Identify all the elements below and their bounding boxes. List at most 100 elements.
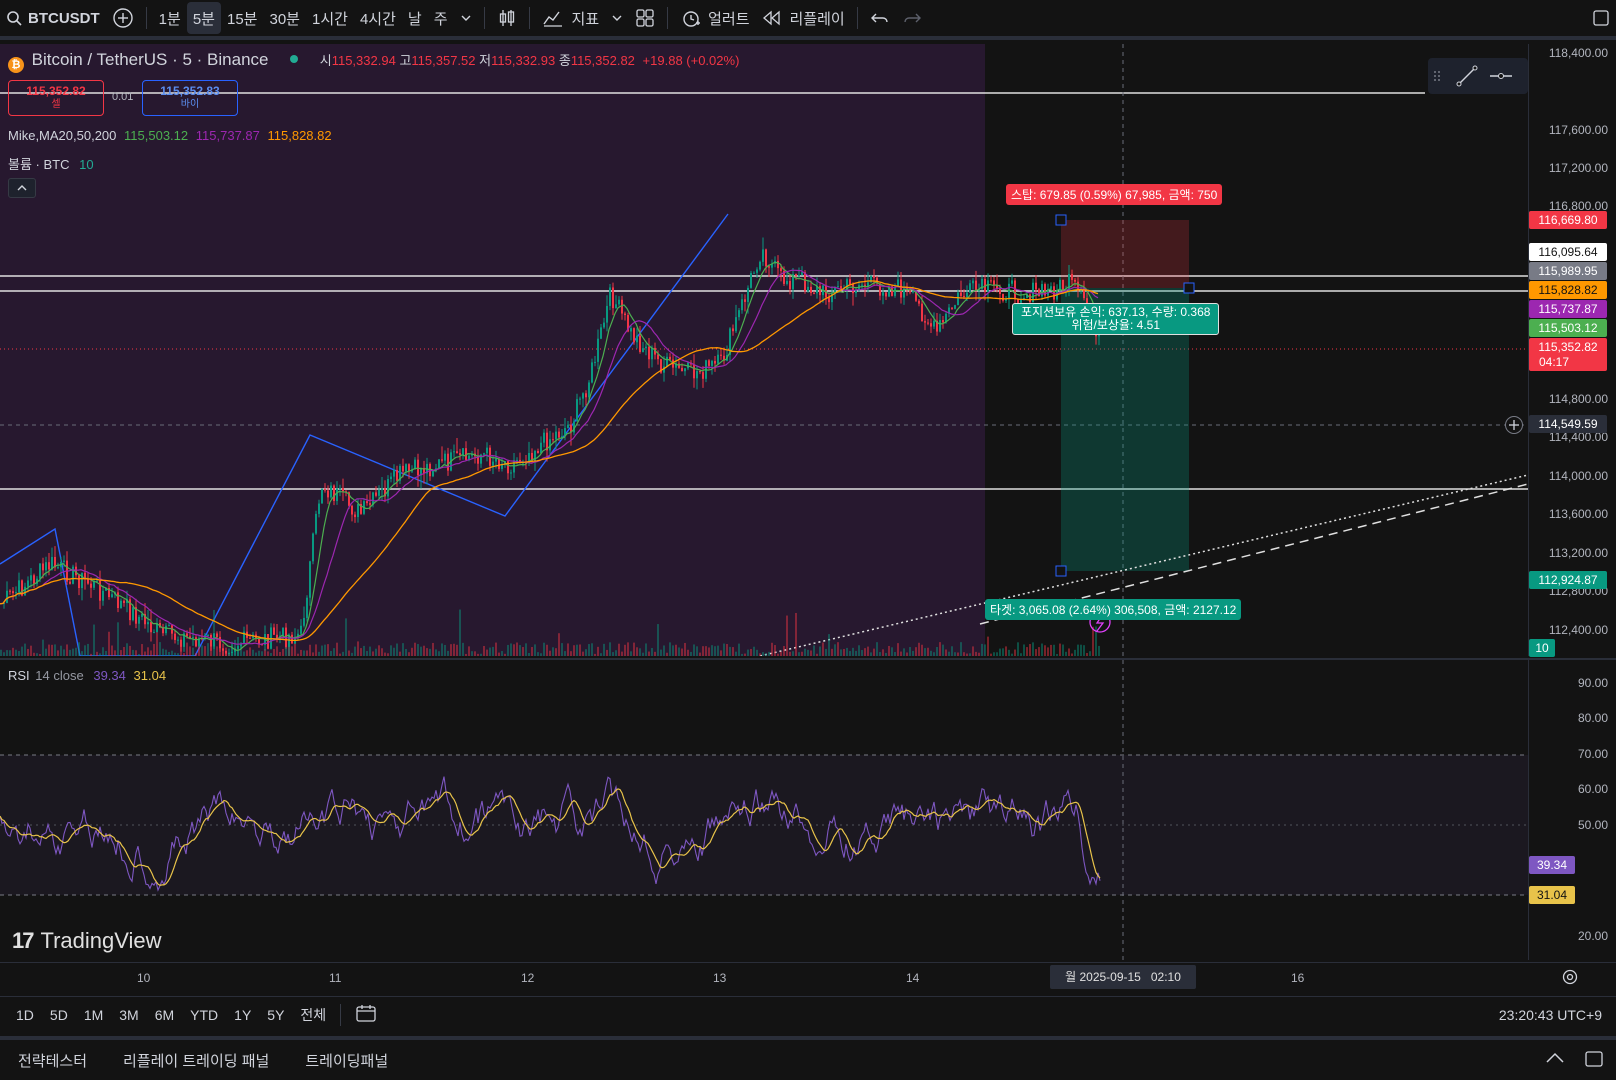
volume-bar: [630, 651, 632, 656]
volume-legend[interactable]: 볼륨 · BTC 10: [8, 154, 94, 173]
volume-bar: [807, 649, 809, 656]
symbol-title: Bitcoin / TetherUS · 5 · Binance: [31, 50, 269, 69]
candle-body: [465, 448, 467, 460]
candle-body: [138, 616, 140, 624]
candle-body: [870, 276, 872, 283]
ma20-line[interactable]: [0, 261, 1099, 652]
calendar-icon: [356, 1005, 376, 1022]
candle-body: [381, 488, 383, 491]
price-axis[interactable]: 118,400.00 117,600.00 117,200.00 116,800…: [1505, 44, 1616, 657]
ma50-line[interactable]: [0, 269, 1099, 646]
volume-bar: [249, 647, 251, 656]
interval-5m[interactable]: 5분: [186, 2, 221, 34]
tab-replay-trading-panel[interactable]: 리플레이 트레이딩 패널: [123, 1052, 270, 1070]
low-label: 저: [479, 53, 492, 68]
volume-bar: [441, 643, 443, 656]
replay-button[interactable]: 리플레이: [756, 2, 851, 34]
trend-line-tool-icon[interactable]: [1454, 63, 1480, 89]
buy-button[interactable]: 115,352.83 바이: [142, 80, 238, 116]
volume-bar: [624, 644, 626, 656]
range-all[interactable]: 전체: [300, 1006, 327, 1023]
volume-bar: [915, 647, 917, 656]
redo-button[interactable]: [896, 2, 928, 34]
rsi-pane[interactable]: RSI 14 close 39.34 31.04 17 TradingView: [0, 658, 1528, 960]
candle-body: [786, 280, 788, 284]
candle-body: [801, 272, 803, 276]
goto-date-button[interactable]: [355, 1003, 377, 1026]
volume-bar: [597, 646, 599, 656]
tab-trading-panel[interactable]: 트레이딩패널: [305, 1052, 389, 1070]
price-chart[interactable]: ₿ Bitcoin / TetherUS · 5 · Binance 시115,…: [0, 44, 1528, 656]
range-5y[interactable]: 5Y: [267, 1006, 285, 1023]
interval-week[interactable]: 주: [433, 10, 448, 28]
compare-add-button[interactable]: [106, 2, 140, 34]
entry-handle[interactable]: [1183, 282, 1195, 294]
collapse-panel-button[interactable]: [1544, 1050, 1566, 1069]
stop-handle[interactable]: [1055, 214, 1067, 226]
indicators-dropdown[interactable]: [605, 2, 629, 34]
volume-bar: [912, 650, 914, 656]
position-info-label[interactable]: 포지션보유 손익: 637.13, 수량: 0.368 위험/보상율: 4.51: [1012, 303, 1220, 335]
open-value: 115,332.94: [331, 53, 396, 68]
interval-4h[interactable]: 4시간: [359, 10, 396, 28]
range-ytd[interactable]: YTD: [190, 1006, 219, 1023]
volume-bar: [975, 651, 977, 656]
stop-zone[interactable]: [1061, 220, 1189, 288]
range-1y[interactable]: 1Y: [234, 1006, 252, 1023]
candle-body: [651, 347, 653, 360]
alert-button[interactable]: 얼러트: [674, 2, 755, 34]
volume-bar: [945, 649, 947, 656]
rsi-ma-line[interactable]: [0, 788, 1101, 887]
candle-body: [180, 639, 182, 647]
ma-legend[interactable]: Mike,MA20,50,200 115,503.12 115,737.87 1…: [8, 128, 332, 143]
change-value: +19.88 (+0.02%): [642, 53, 740, 68]
clock-timezone[interactable]: 23:20:43 UTC+9: [1498, 1006, 1602, 1023]
stop-loss-label[interactable]: 스탑: 679.85 (0.59%) 67,985, 금액: 750: [1006, 184, 1223, 205]
volume-bar: [636, 647, 638, 656]
range-3m[interactable]: 3M: [119, 1006, 139, 1023]
volume-bar: [138, 653, 140, 656]
undo-button[interactable]: [864, 2, 896, 34]
interval-1m[interactable]: 1분: [158, 10, 181, 28]
layouts-button[interactable]: [629, 2, 661, 34]
candle-body: [159, 622, 161, 628]
drag-handle-icon[interactable]: [1432, 58, 1442, 94]
horizontal-ray-tool-icon[interactable]: [1488, 63, 1514, 89]
take-profit-label[interactable]: 타겟: 3,065.08 (2.64%) 306,508, 금액: 2127.1…: [985, 599, 1242, 620]
range-5d[interactable]: 5D: [49, 1006, 68, 1023]
rsi-axis[interactable]: 90.00 80.00 70.00 60.00 50.00 20.00 39.3…: [1528, 658, 1616, 960]
interval-day[interactable]: 날: [407, 10, 422, 28]
target-handle[interactable]: [1055, 565, 1067, 577]
zigzag-line[interactable]: [0, 213, 729, 656]
symbol-search[interactable]: BTCUSDT: [0, 2, 106, 34]
top-toolbar: BTCUSDT 1분 5분 15분 30분 1시간 4시간 날 주 지표 얼러트…: [0, 0, 1616, 40]
indicators-button[interactable]: 지표: [536, 2, 606, 34]
target-zone[interactable]: [1061, 288, 1189, 571]
volume-bar: [855, 650, 857, 656]
trend-line-dotted[interactable]: [759, 474, 1528, 656]
price-chart-canvas[interactable]: [0, 44, 1528, 656]
interval-dropdown[interactable]: [454, 2, 478, 34]
axis-settings-button[interactable]: [1560, 967, 1580, 990]
time-axis[interactable]: 10 11 12 13 14 16 월 2025-09-15 02:10: [0, 962, 1616, 992]
range-1m[interactable]: 1M: [83, 1006, 104, 1023]
tab-strategy-tester[interactable]: 전략테스터: [18, 1052, 88, 1070]
collapse-legend-button[interactable]: [8, 178, 36, 198]
add-alert-crosshair-button[interactable]: [1505, 416, 1523, 434]
volume-bar: [84, 645, 86, 656]
rsi-legend[interactable]: RSI 14 close 39.34 31.04: [8, 668, 166, 683]
ma200-line[interactable]: [0, 280, 1099, 642]
range-6m[interactable]: 6M: [154, 1006, 175, 1023]
interval-1h[interactable]: 1시간: [311, 10, 348, 28]
candle-body: [69, 581, 71, 584]
rsi-canvas[interactable]: [0, 660, 1528, 960]
candle-body: [12, 591, 14, 594]
chart-type-button[interactable]: [491, 2, 523, 34]
range-1d[interactable]: 1D: [16, 1006, 34, 1023]
volume-bar: [828, 634, 830, 656]
interval-30m[interactable]: 30분: [269, 10, 300, 28]
maximize-panel-button[interactable]: [1584, 1050, 1604, 1071]
sell-button[interactable]: 115,352.82 셀: [8, 80, 104, 116]
fullscreen-button[interactable]: [1586, 2, 1616, 34]
interval-15m[interactable]: 15분: [226, 10, 258, 28]
